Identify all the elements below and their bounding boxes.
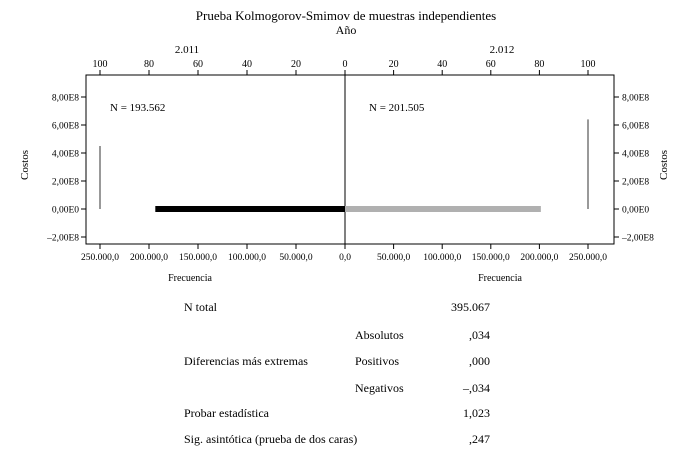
y-tick-label-right: 6,00E8: [622, 122, 649, 132]
bar-2011: [155, 206, 345, 212]
right-n-label: N = 201.505: [369, 102, 425, 114]
negativos-value: –,034: [463, 381, 490, 395]
n-total-value: 395.067: [451, 300, 490, 314]
top-tick-label-left: 40: [242, 59, 252, 70]
left-n-label: N = 193.562: [110, 102, 165, 114]
left-ylabel: Costos: [19, 150, 31, 180]
top-tick-label-right: 100: [581, 59, 596, 70]
y-tick-label-right: 0,00E0: [622, 206, 649, 216]
top-tick-label-left: 0: [343, 59, 348, 70]
x-tick-label-right: 250.000,0: [569, 253, 607, 263]
chart-subtitle: Año: [336, 23, 357, 37]
y-tick-label-left: 2,00E8: [52, 178, 79, 188]
chart-title: Prueba Kolmogorov-Smimov de muestras ind…: [196, 8, 496, 23]
left-panel-label: 2.011: [175, 44, 199, 56]
y-tick-label-left: 8,00E8: [52, 94, 79, 104]
positivos-value: ,000: [469, 354, 490, 368]
y-tick-label-right: 2,00E8: [622, 178, 649, 188]
top-tick-label-left: 20: [291, 59, 301, 70]
y-tick-label-left: 4,00E8: [52, 150, 79, 160]
left-xlabel: Frecuencia: [168, 273, 212, 284]
ks-chart: Prueba Kolmogorov-Smimov de muestras ind…: [19, 8, 670, 284]
x-tick-label-left: 50.000,0: [279, 253, 313, 263]
y-tick-label-left: 0,00E0: [52, 206, 79, 216]
y-tick-label-left: 6,00E8: [52, 122, 79, 132]
n-total-label: N total: [184, 300, 217, 314]
asymptotic-significance-label: Sig. asintótica (prueba de dos caras): [184, 432, 358, 446]
x-tick-label-left: 100.000,0: [228, 253, 266, 263]
extreme-differences-label: Diferencias más extremas: [184, 354, 308, 368]
x-tick-label-right: 200.000,0: [520, 253, 558, 263]
bar-2012: [345, 206, 541, 212]
top-tick-label-right: 80: [534, 59, 544, 70]
x-tick-label-left: 200.000,0: [130, 253, 168, 263]
plot-frame: [85, 74, 615, 245]
top-tick-label-right: 20: [389, 59, 399, 70]
absolutos-label: Absolutos: [355, 328, 404, 342]
y-tick-label-right: –2,00E8: [621, 234, 654, 244]
positivos-label: Positivos: [355, 354, 400, 368]
right-panel-label: 2.012: [490, 44, 515, 56]
x-tick-label-left: 0,0: [339, 253, 351, 263]
x-tick-label-left: 250.000,0: [81, 253, 119, 263]
right-ylabel: Costos: [658, 150, 670, 180]
top-tick-label-left: 80: [144, 59, 154, 70]
y-tick-label-left: –2,00E8: [46, 234, 79, 244]
x-tick-label-right: 50.000,0: [377, 253, 411, 263]
y-tick-label-right: 4,00E8: [622, 150, 649, 160]
negativos-label: Negativos: [355, 381, 404, 395]
right-xlabel: Frecuencia: [478, 273, 522, 284]
x-tick-label-right: 150.000,0: [472, 253, 510, 263]
top-tick-label-left: 100: [93, 59, 108, 70]
x-tick-label-left: 150.000,0: [179, 253, 217, 263]
top-tick-label-left: 60: [193, 59, 203, 70]
test-statistic-label: Probar estadística: [184, 406, 269, 420]
top-tick-label-right: 40: [437, 59, 447, 70]
y-tick-label-right: 8,00E8: [622, 94, 649, 104]
x-tick-label-right: 100.000,0: [423, 253, 461, 263]
test-statistic-value: 1,023: [463, 406, 490, 420]
asymptotic-significance-value: ,247: [469, 432, 490, 446]
absolutos-value: ,034: [469, 328, 490, 342]
top-tick-label-right: 60: [486, 59, 496, 70]
